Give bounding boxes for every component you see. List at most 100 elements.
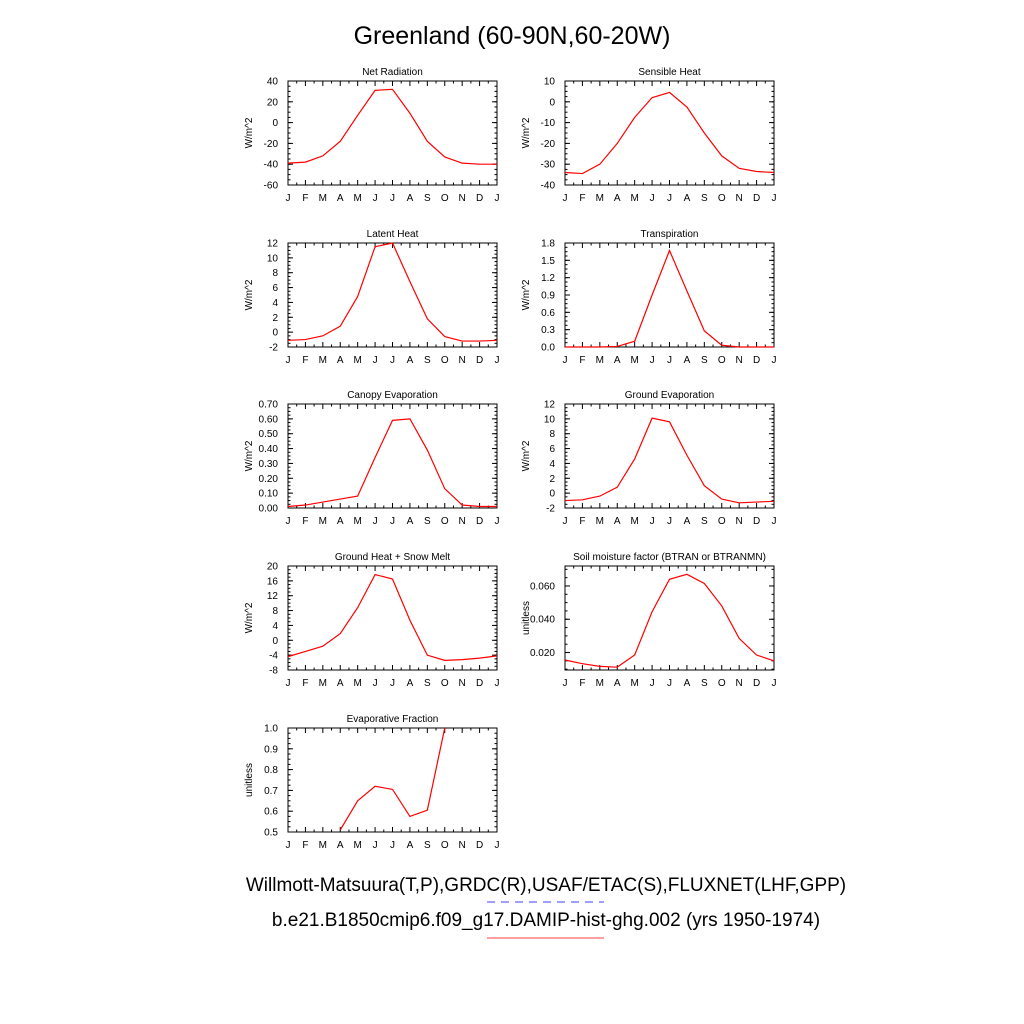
x-tick-label: F [579, 678, 585, 689]
x-tick-label: S [424, 840, 431, 851]
x-tick-label: A [407, 840, 414, 851]
x-tick-label: D [476, 193, 483, 204]
x-tick-label: J [772, 193, 777, 204]
x-tick-label: O [441, 678, 449, 689]
y-tick-label: 10 [544, 77, 556, 88]
model-legend-label: b.e21.B1850cmip6.f09_g17.DAMIP-hist-ghg.… [272, 910, 820, 931]
x-tick-label: M [319, 355, 327, 366]
y-axis-label: W/m^2 [244, 440, 255, 471]
x-tick-label: A [614, 355, 621, 366]
y-axis-label: unitless [244, 763, 255, 797]
x-tick-label: M [319, 678, 327, 689]
x-tick-label: M [630, 355, 638, 366]
y-tick-label: 2 [549, 474, 555, 485]
x-tick-label: O [718, 516, 726, 527]
x-tick-label: D [476, 516, 483, 527]
x-tick-label: S [701, 355, 708, 366]
y-tick-label: 0.7 [264, 786, 278, 797]
y-tick-label: 20 [267, 562, 279, 573]
y-tick-label: 0.3 [541, 325, 555, 336]
x-tick-label: O [718, 193, 726, 204]
x-tick-label: J [563, 516, 568, 527]
y-tick-label: 0.020 [530, 648, 555, 659]
y-tick-label: 12 [267, 591, 279, 602]
x-tick-label: O [441, 193, 449, 204]
panel-title: Ground Evaporation [625, 390, 715, 401]
x-tick-label: J [495, 193, 500, 204]
y-tick-label: 0.0 [541, 343, 555, 354]
y-tick-label: 0.20 [259, 474, 279, 485]
x-tick-label: F [302, 355, 308, 366]
y-tick-label: -20 [264, 139, 279, 150]
y-tick-label: -20 [541, 139, 556, 150]
x-tick-label: D [753, 193, 760, 204]
x-tick-label: J [390, 355, 395, 366]
x-tick-label: S [701, 678, 708, 689]
x-tick-label: D [753, 516, 760, 527]
y-tick-label: 6 [272, 283, 278, 294]
y-tick-label: 0.8 [264, 765, 278, 776]
y-tick-label: -2 [269, 343, 278, 354]
x-tick-label: J [495, 516, 500, 527]
x-tick-label: A [407, 516, 414, 527]
y-tick-label: 10 [267, 253, 279, 264]
y-tick-label: 4 [272, 621, 278, 632]
x-tick-label: J [373, 193, 378, 204]
x-tick-label: J [286, 516, 291, 527]
y-tick-label: 0.040 [530, 615, 555, 626]
y-tick-label: 0.30 [259, 459, 279, 470]
y-tick-label: -30 [541, 160, 556, 171]
y-tick-label: 0.6 [264, 807, 278, 818]
panel-title: Evaporative Fraction [347, 714, 439, 725]
y-tick-label: -10 [541, 118, 556, 129]
y-tick-label: 1.5 [541, 256, 555, 267]
x-tick-label: J [495, 678, 500, 689]
x-tick-label: J [286, 678, 291, 689]
x-tick-label: F [579, 516, 585, 527]
y-tick-label: -8 [269, 666, 278, 677]
x-tick-label: J [667, 678, 672, 689]
x-tick-label: O [718, 678, 726, 689]
x-tick-label: J [390, 193, 395, 204]
x-tick-label: M [353, 678, 361, 689]
x-tick-label: F [579, 193, 585, 204]
x-tick-label: N [736, 678, 743, 689]
x-tick-label: A [407, 678, 414, 689]
x-tick-label: J [286, 355, 291, 366]
y-tick-label: 2 [272, 313, 278, 324]
y-tick-label: 0 [549, 97, 555, 108]
x-tick-label: S [424, 516, 431, 527]
y-tick-label: 0.9 [264, 744, 278, 755]
x-tick-label: J [667, 355, 672, 366]
x-tick-label: J [390, 840, 395, 851]
y-tick-label: 0 [549, 489, 555, 500]
x-tick-label: A [337, 516, 344, 527]
y-tick-label: 16 [267, 576, 279, 587]
x-tick-label: F [302, 516, 308, 527]
x-tick-label: A [337, 678, 344, 689]
y-tick-label: 0.9 [541, 291, 555, 302]
series-line [339, 727, 446, 831]
x-tick-label: S [424, 193, 431, 204]
x-tick-label: F [579, 355, 585, 366]
y-tick-label: 12 [267, 239, 279, 250]
x-tick-label: J [373, 678, 378, 689]
x-tick-label: J [390, 516, 395, 527]
panel-title: Transpiration [641, 229, 699, 240]
x-tick-label: A [337, 193, 344, 204]
plot-frame [564, 403, 775, 509]
x-tick-label: J [390, 678, 395, 689]
x-tick-label: N [459, 678, 466, 689]
y-tick-label: 8 [272, 606, 278, 617]
x-tick-label: N [736, 193, 743, 204]
series-line [287, 573, 498, 661]
y-tick-label: 12 [544, 400, 556, 411]
series-line [564, 91, 775, 175]
